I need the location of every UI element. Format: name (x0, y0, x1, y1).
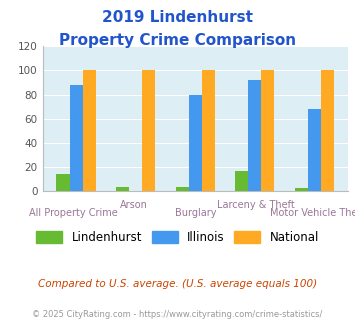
Text: Larceny & Theft: Larceny & Theft (217, 200, 295, 210)
Bar (248, 80, 261, 191)
Legend: Lindenhurst, Illinois, National: Lindenhurst, Illinois, National (33, 227, 322, 248)
Bar (189, 95, 202, 191)
Text: Arson: Arson (120, 200, 148, 210)
Bar (295, 188, 308, 191)
Text: Motor Vehicle Theft: Motor Vehicle Theft (270, 208, 355, 218)
Bar (321, 70, 334, 191)
Text: 2019 Lindenhurst: 2019 Lindenhurst (102, 10, 253, 25)
Bar (142, 70, 155, 191)
Bar (261, 70, 274, 191)
Text: © 2025 CityRating.com - https://www.cityrating.com/crime-statistics/: © 2025 CityRating.com - https://www.city… (32, 310, 323, 319)
Text: All Property Crime: All Property Crime (29, 208, 118, 218)
Bar (70, 85, 83, 191)
Bar (116, 186, 129, 191)
Bar (56, 175, 70, 191)
Bar (308, 109, 321, 191)
Bar (176, 186, 189, 191)
Bar (83, 70, 96, 191)
Text: Compared to U.S. average. (U.S. average equals 100): Compared to U.S. average. (U.S. average … (38, 279, 317, 289)
Text: Burglary: Burglary (175, 208, 216, 218)
Bar (235, 171, 248, 191)
Text: Property Crime Comparison: Property Crime Comparison (59, 33, 296, 48)
Bar (202, 70, 215, 191)
